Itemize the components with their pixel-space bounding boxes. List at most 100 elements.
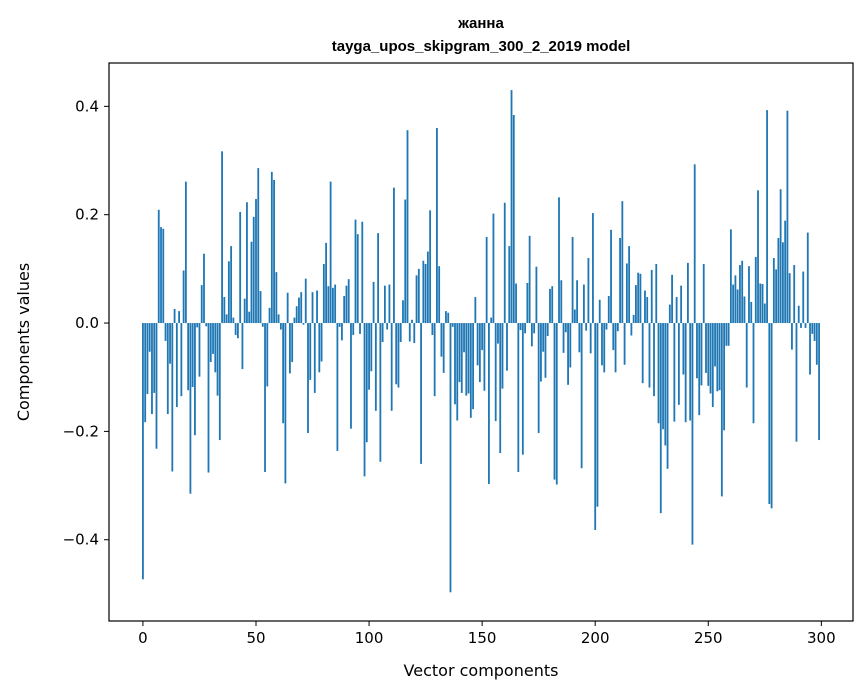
bar-120	[413, 323, 416, 344]
bar-108	[386, 323, 389, 330]
bar-286	[788, 273, 791, 324]
bar-161	[506, 323, 508, 371]
bar-245	[696, 323, 698, 379]
bar-270	[752, 323, 755, 424]
bar-233	[668, 304, 671, 324]
bar-7	[157, 209, 160, 324]
bar-168	[521, 323, 524, 455]
bar-236	[675, 297, 678, 324]
bar-1	[144, 323, 147, 423]
bar-299	[818, 323, 820, 441]
bar-206	[607, 295, 610, 324]
bar-144	[467, 323, 470, 394]
bar-184	[558, 197, 560, 324]
bar-201	[596, 323, 599, 507]
y-tick-label-4: 0.4	[75, 97, 99, 115]
bar-242	[689, 323, 692, 421]
bar-150	[481, 323, 484, 351]
bar-75	[311, 292, 314, 324]
bar-238	[680, 285, 683, 324]
bar-11	[166, 323, 169, 415]
bar-77	[316, 290, 318, 324]
bar-180	[549, 288, 551, 324]
bar-94	[354, 219, 357, 324]
bar-134	[445, 311, 447, 324]
bar-80	[322, 263, 325, 324]
bar-70	[300, 292, 303, 324]
bar-213	[623, 323, 626, 365]
bar-296	[811, 323, 814, 334]
bar-45	[243, 298, 246, 324]
bar-162	[508, 246, 511, 324]
bar-255	[718, 323, 721, 391]
bar-series	[142, 90, 820, 593]
bar-252	[711, 323, 714, 408]
bar-26	[200, 285, 203, 324]
bar-185	[560, 280, 563, 324]
plot-frame	[108, 62, 854, 622]
bar-41	[234, 323, 237, 335]
bar-253	[714, 323, 716, 367]
bar-226	[653, 323, 655, 397]
bar-232	[666, 323, 669, 469]
bar-79	[320, 323, 323, 362]
bar-92	[350, 323, 352, 429]
bar-290	[797, 305, 800, 324]
bar-67	[293, 317, 296, 324]
bar-225	[650, 269, 653, 324]
bar-178	[544, 323, 547, 378]
bar-167	[519, 323, 522, 331]
bar-209	[614, 323, 617, 373]
bar-35	[221, 151, 223, 324]
bar-101	[370, 323, 373, 372]
bar-54	[264, 323, 266, 473]
bar-223	[646, 297, 649, 324]
bar-246	[698, 323, 701, 416]
bar-25	[198, 323, 201, 377]
bar-106	[381, 323, 384, 342]
bar-199	[592, 213, 594, 324]
bar-22	[191, 323, 194, 387]
bar-243	[691, 323, 694, 545]
bar-99	[365, 323, 368, 443]
bar-229	[659, 323, 662, 514]
bar-51	[257, 168, 260, 324]
bar-239	[682, 323, 685, 375]
bar-16	[178, 311, 181, 324]
bar-292	[802, 271, 805, 324]
bar-153	[488, 323, 490, 484]
bar-131	[438, 266, 441, 324]
bar-65	[289, 323, 291, 374]
bar-211	[619, 237, 621, 324]
x-tick-label-250: 250	[694, 629, 723, 647]
bar-278	[770, 323, 773, 509]
bar-97	[361, 221, 364, 324]
bar-28	[205, 323, 208, 327]
bar-2	[146, 323, 149, 395]
bar-19	[184, 181, 187, 324]
bar-224	[648, 323, 651, 388]
bar-117	[406, 130, 409, 324]
bar-205	[605, 323, 608, 330]
bar-37	[225, 314, 228, 324]
bar-12	[169, 323, 171, 364]
bar-31	[212, 323, 214, 354]
bar-6	[155, 323, 158, 449]
bar-30	[209, 323, 212, 363]
bar-241	[687, 262, 689, 324]
bar-38	[227, 261, 230, 324]
bar-145	[469, 323, 472, 418]
x-axis-label: Vector components	[404, 661, 559, 680]
bar-135	[447, 312, 450, 324]
bar-3	[148, 323, 151, 352]
bar-156	[494, 323, 497, 422]
bar-43	[239, 211, 242, 324]
bar-295	[809, 323, 811, 375]
bar-186	[562, 323, 565, 353]
bar-166	[517, 323, 520, 473]
bar-5	[153, 323, 156, 393]
bar-55	[266, 323, 269, 387]
bar-208	[612, 323, 615, 351]
